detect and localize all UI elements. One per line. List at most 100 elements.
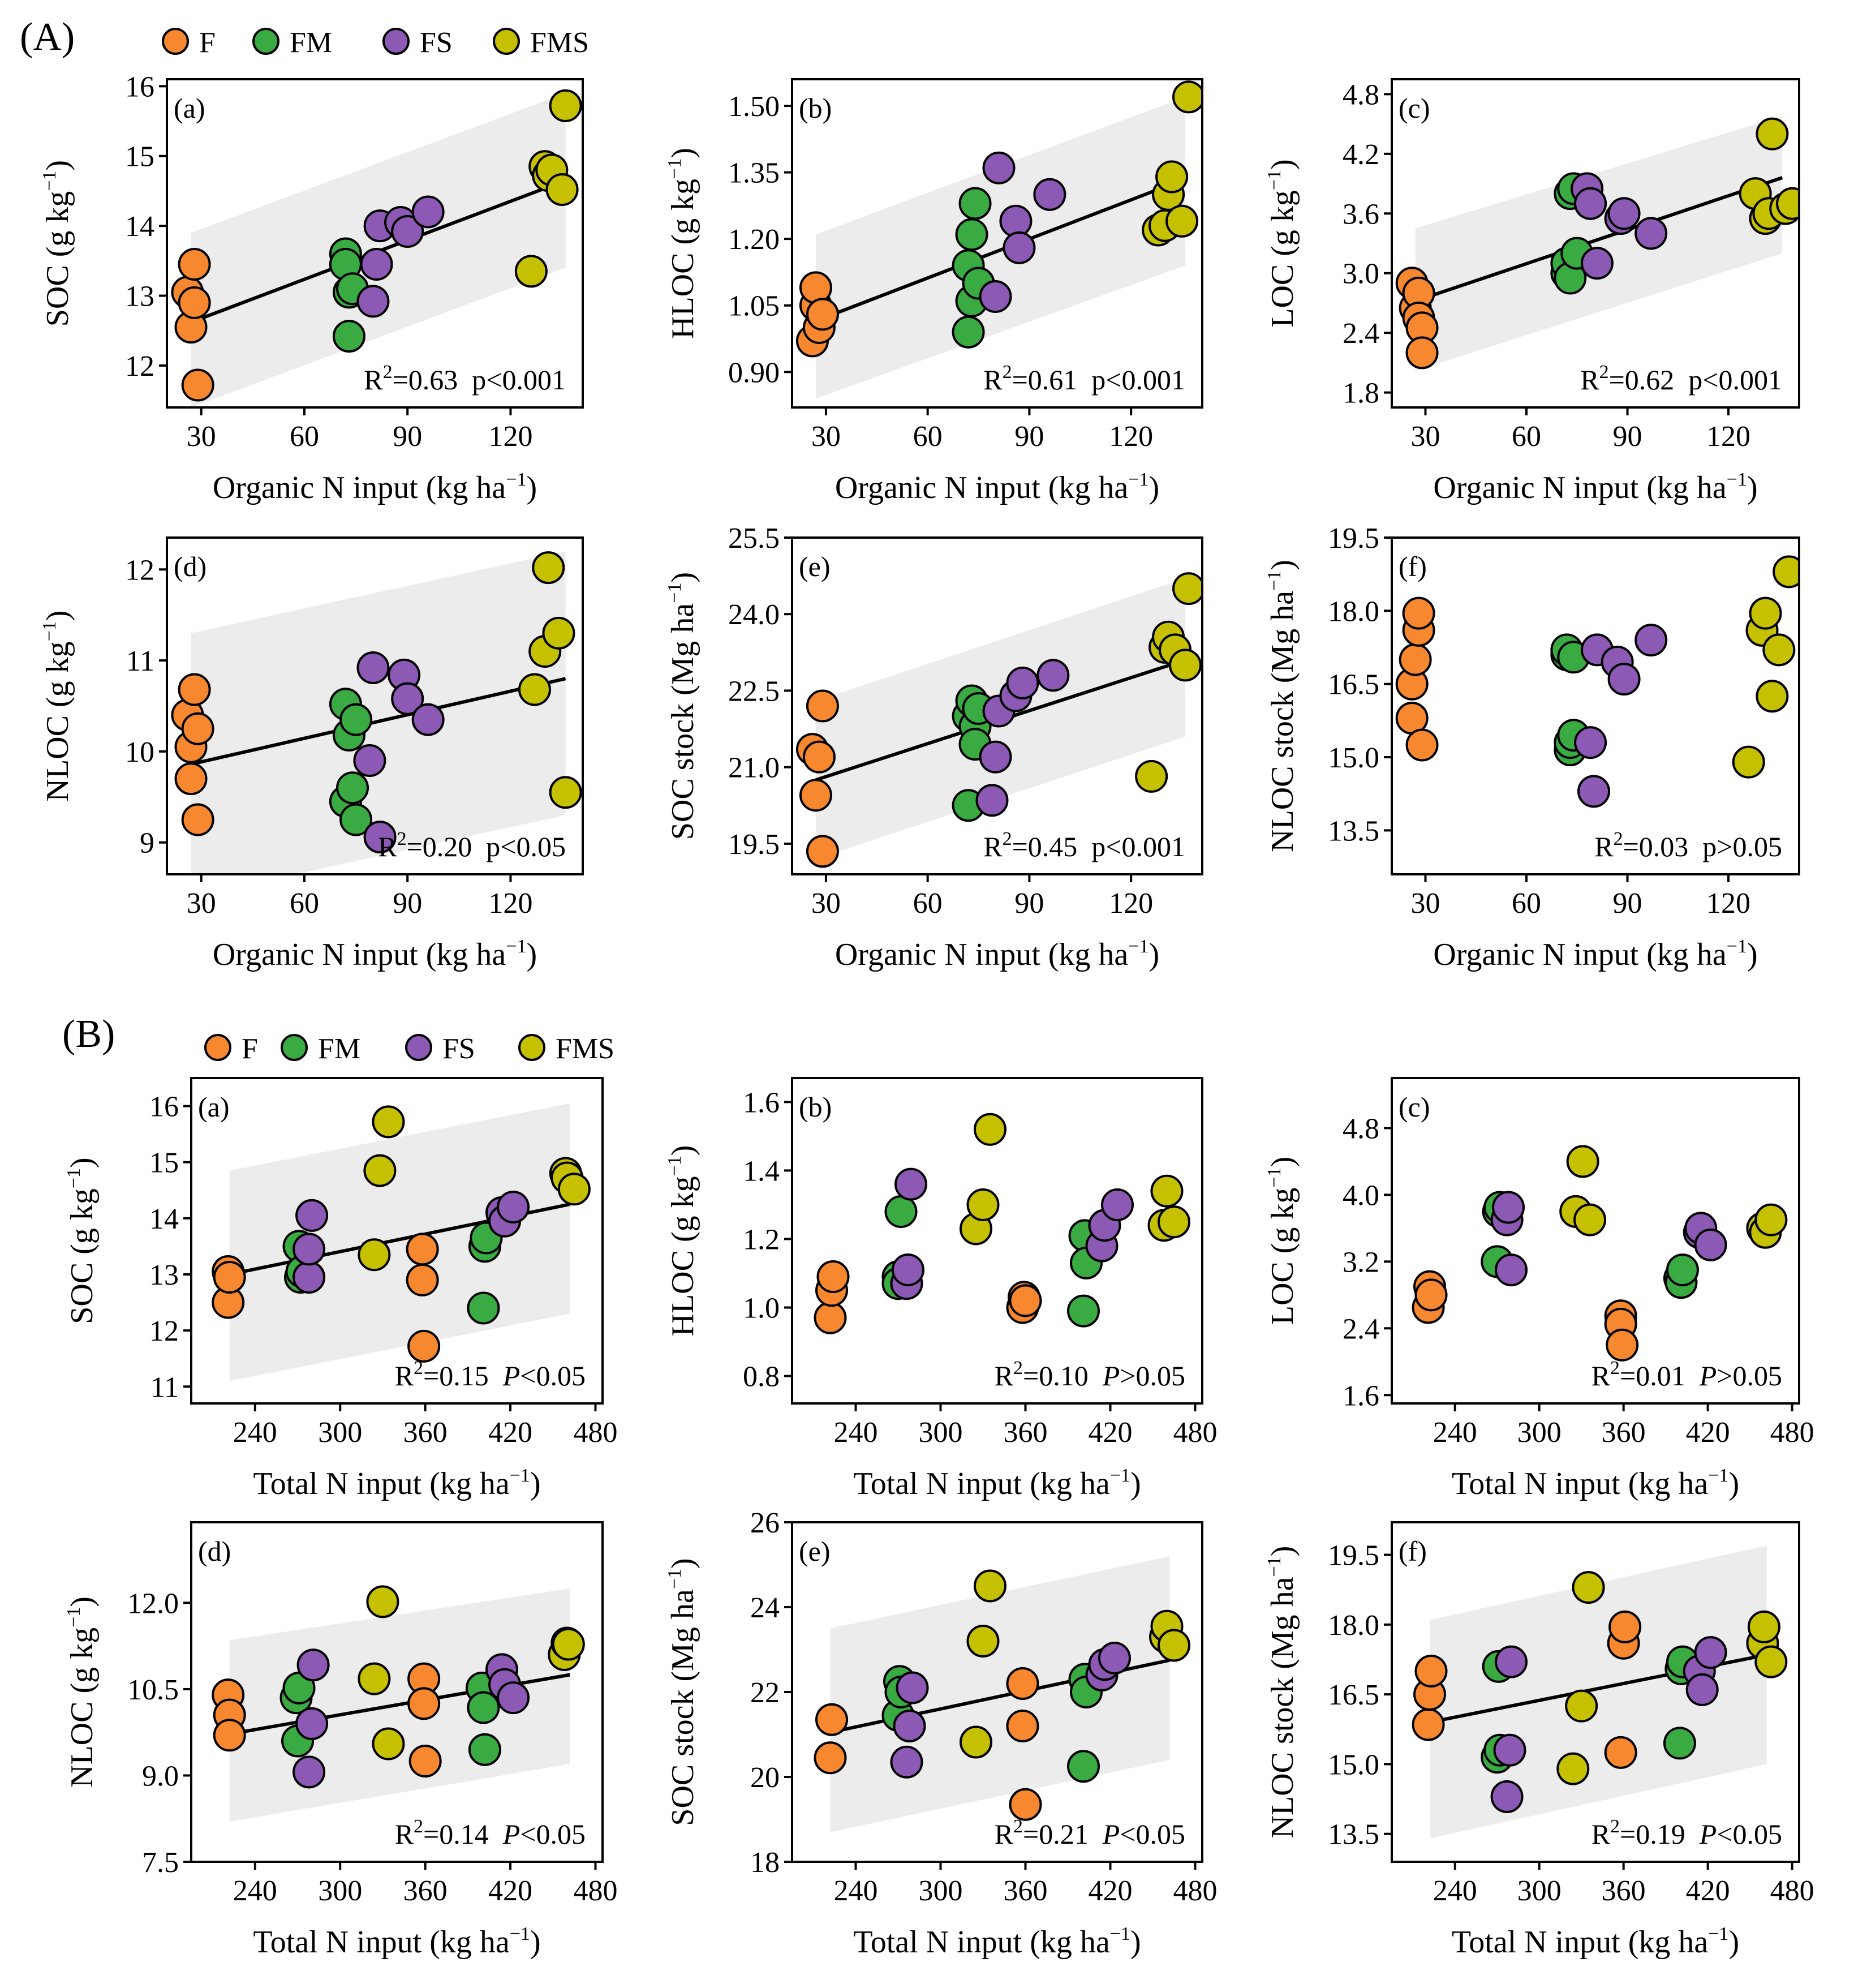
point-F: [181, 712, 214, 745]
point-FS: [1607, 197, 1641, 230]
x-tick-label: 360: [1602, 1875, 1646, 1907]
x-axis-label: Organic N input (kg ha−1): [835, 936, 1159, 972]
y-tick-label: 19.5: [1328, 522, 1379, 555]
x-tick-label: 60: [913, 420, 943, 453]
y-axis-label: NLOC stock (Mg ha−1): [1264, 560, 1300, 852]
point-FMS: [1155, 160, 1189, 194]
point-FMS: [1135, 759, 1168, 793]
x-tick-label: 360: [1004, 1416, 1048, 1449]
point-FS: [356, 285, 390, 318]
point-FS: [411, 195, 445, 229]
y-axis-label: SOC (g kg−1): [63, 1157, 100, 1324]
legend-marker-FM: [281, 1034, 308, 1061]
x-tick-label: 90: [1613, 420, 1642, 453]
point-FMS: [545, 173, 579, 206]
point-FMS: [1158, 1629, 1190, 1662]
point-FMS: [974, 1113, 1006, 1146]
point-FM: [1663, 1727, 1696, 1760]
y-tick-label: 7.5: [142, 1847, 179, 1879]
point-FMS: [549, 89, 582, 122]
panel-label: (c): [1399, 1091, 1430, 1123]
point-FS: [893, 1710, 926, 1742]
x-axis-label: Organic N input (kg ha−1): [1433, 936, 1757, 972]
x-tick-label: 60: [1512, 887, 1541, 920]
point-F: [178, 248, 211, 281]
x-tick-label: 300: [1517, 1416, 1562, 1449]
x-tick-label: 360: [1602, 1416, 1646, 1449]
panel-B-d: 240 300 360 420 480 7.5 9.0 10.5 12.0 (d) Total N …: [63, 1521, 617, 1960]
y-axis-label: NLOC stock (Mg ha−1): [1264, 1546, 1300, 1839]
point-F: [1606, 1328, 1639, 1362]
point-FM: [339, 703, 373, 736]
point-FMS: [549, 776, 582, 809]
point-F: [806, 689, 839, 723]
confidence-band: [1415, 116, 1783, 371]
point-FMS: [1732, 745, 1765, 779]
y-tick-label: 1.20: [728, 224, 780, 256]
y-tick-label: 3.0: [1343, 258, 1379, 290]
plot-area: [1395, 555, 1799, 808]
y-tick-label: 1.0: [743, 1293, 780, 1325]
x-tick-label: 420: [488, 1875, 532, 1907]
y-axis-label: HLOC (g kg−1): [664, 148, 700, 339]
point-FS: [295, 1707, 329, 1740]
legend-marker-FS: [405, 1034, 432, 1061]
panel-B-b: 240 300 360 420 480 0.8 1.0 1.2 1.4 1.6 (b) Total N…: [664, 1077, 1218, 1501]
x-tick-label: 120: [488, 420, 532, 453]
stat-annotation: R2=0.21 P<0.05: [995, 1816, 1185, 1850]
x-tick-label: 60: [1512, 420, 1541, 453]
point-FS: [1033, 178, 1066, 211]
plot-area: [171, 551, 582, 874]
point-F: [806, 298, 839, 331]
point-FS: [1101, 1188, 1134, 1221]
point-F: [181, 803, 214, 836]
x-tick-label: 300: [318, 1875, 362, 1907]
y-axis-label: NLOC (g kg−1): [63, 1596, 100, 1788]
point-FS: [979, 740, 1012, 774]
point-FMS: [1572, 1571, 1605, 1604]
y-tick-label: 13: [149, 1259, 179, 1291]
x-tick-label: 240: [233, 1416, 277, 1449]
point-FMS: [542, 616, 575, 650]
point-FMS: [514, 255, 548, 288]
point-FMS: [552, 1628, 585, 1661]
x-tick-label: 480: [573, 1875, 617, 1907]
point-FM: [467, 1691, 500, 1724]
y-tick-label: 1.8: [1343, 377, 1379, 410]
point-FMS: [960, 1725, 992, 1759]
y-axis-label: LOC (g kg−1): [1264, 1157, 1300, 1325]
point-FM: [884, 1195, 918, 1229]
stat-annotation: R2=0.03 p>0.05: [1594, 828, 1782, 862]
point-F: [408, 1745, 442, 1778]
x-tick-label: 420: [1089, 1416, 1133, 1449]
panel-B-c: 240 300 360 420 480 1.6 2.4 3.2 4.0 4.8 (c) Total N…: [1264, 1077, 1814, 1501]
point-FMS: [1754, 1203, 1788, 1236]
point-F: [799, 779, 832, 812]
y-tick-label: 21.0: [728, 752, 780, 784]
confidence-band: [229, 1103, 570, 1381]
point-FMS: [966, 1188, 1000, 1221]
x-tick-label: 120: [1706, 887, 1750, 920]
x-axis-label: Total N input (kg ha−1): [1452, 1465, 1739, 1501]
point-FS: [1634, 624, 1668, 657]
stat-annotation: R2=0.15 P<0.05: [395, 1358, 586, 1392]
plot-frame: [190, 1077, 604, 1405]
point-FS: [1006, 666, 1039, 699]
y-tick-label: 1.6: [743, 1087, 780, 1119]
x-tick-label: 480: [1173, 1416, 1218, 1449]
point-F: [406, 1263, 439, 1296]
legend-label-F: F: [199, 27, 216, 59]
x-tick-label: 480: [1770, 1875, 1814, 1907]
legend-label-FS: FS: [420, 27, 453, 59]
point-F: [1604, 1736, 1637, 1769]
point-F: [1414, 1655, 1448, 1688]
panel-label: (b): [799, 92, 832, 124]
point-FMS: [1756, 680, 1789, 713]
point-FMS: [1172, 572, 1202, 606]
x-tick-label: 90: [393, 420, 422, 453]
panel-label: (d): [198, 1535, 231, 1567]
plot-area: [1412, 1545, 1788, 1839]
x-axis-label: Total N input (kg ha−1): [853, 1465, 1141, 1501]
point-FM: [332, 320, 365, 353]
point-FM: [952, 315, 985, 349]
